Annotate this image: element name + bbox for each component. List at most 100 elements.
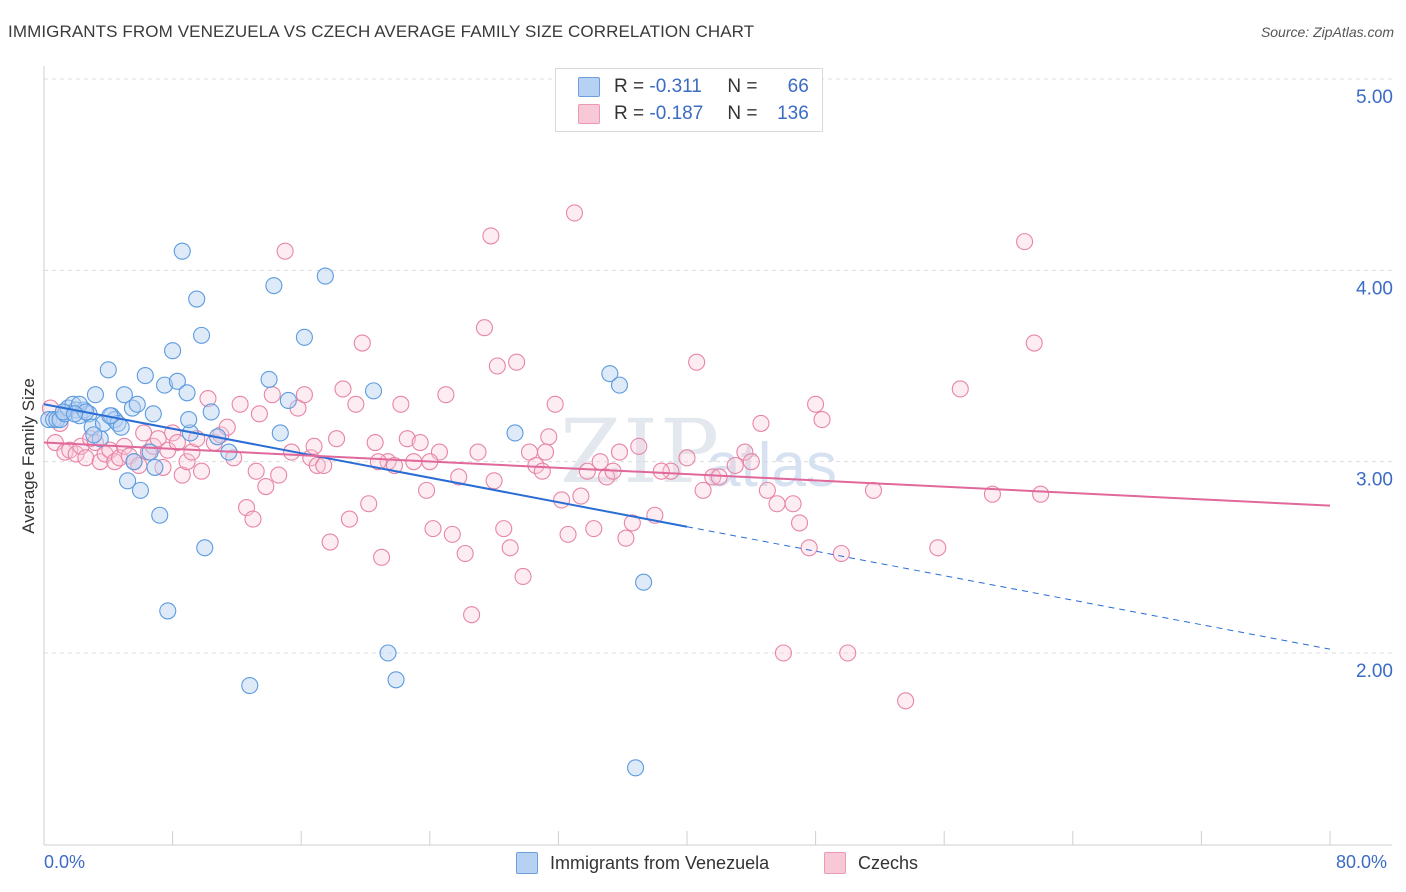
venezuela-point	[316, 267, 334, 285]
venezuela-point	[99, 361, 117, 379]
venezuela-point	[156, 376, 174, 394]
venezuela-point	[364, 382, 383, 400]
czech-point	[736, 443, 754, 461]
legend-label: Immigrants from Venezuela	[550, 852, 770, 873]
r-label: R =	[614, 76, 645, 97]
czech-point	[340, 510, 358, 528]
czech-point	[450, 468, 468, 486]
czech-point	[77, 449, 95, 467]
legend-label: Czechs	[858, 852, 919, 873]
x-tick-label-max: 80.0%	[1336, 852, 1388, 872]
czech-point	[572, 487, 590, 505]
czech-point	[688, 353, 706, 371]
venezuela-point	[196, 539, 214, 557]
czech-point	[662, 462, 680, 480]
czech-point	[347, 395, 365, 413]
czech-point	[508, 353, 526, 371]
legend-row-venezuela: R = -0.311 N = 66	[578, 75, 809, 99]
czech-point	[598, 468, 616, 486]
czech-point	[247, 462, 265, 480]
venezuela-point	[260, 370, 278, 388]
czech-point	[704, 468, 722, 486]
czech-point	[617, 529, 635, 547]
czech-point	[1016, 233, 1034, 251]
venezuela-point	[128, 395, 146, 413]
czech-point	[456, 544, 474, 563]
czech-point	[630, 437, 648, 455]
czech-point	[418, 481, 436, 499]
czech-point	[536, 443, 555, 461]
czech-point	[424, 520, 442, 538]
y-tick-label: 4.00	[1356, 278, 1393, 299]
czech-point	[784, 495, 802, 513]
legend-row-czechs: R = -0.187 N = 136	[578, 102, 809, 126]
czech-point	[392, 395, 410, 413]
czech-point	[135, 424, 153, 442]
czech-point	[501, 539, 519, 557]
venezuela-point	[180, 411, 198, 429]
czech-point	[321, 533, 339, 551]
czech-point	[1025, 334, 1043, 352]
czech-point	[553, 491, 571, 509]
czech-point	[790, 514, 809, 532]
czech-point	[1032, 485, 1050, 503]
czech-point	[295, 386, 313, 404]
czech-point	[475, 319, 494, 337]
czech-point	[231, 395, 249, 413]
venezuela-point	[295, 328, 313, 346]
legend-swatch-blue	[516, 852, 538, 874]
venezuela-point	[144, 405, 162, 423]
y-tick-labels: 2.00 3.00 4.00 5.00	[1356, 87, 1393, 682]
axes	[43, 66, 1392, 846]
czech-point	[178, 453, 196, 471]
venezuela-trend-extension	[686, 526, 1331, 650]
czech-point	[578, 462, 596, 480]
czech-trend-line	[43, 441, 1331, 507]
legend-item-czechs: Czechs	[824, 852, 918, 874]
czech-point	[411, 433, 429, 452]
n-label: N =	[727, 76, 758, 97]
n-label: N =	[727, 103, 758, 124]
chart-title: IMMIGRANTS FROM VENEZUELA VS CZECH AVERA…	[8, 22, 755, 41]
venezuela-point	[202, 403, 220, 421]
venezuela-point	[119, 472, 137, 490]
czech-point	[334, 380, 352, 398]
venezuela-point	[178, 384, 196, 402]
czech-point	[437, 386, 455, 404]
source-label: Source: ZipAtlas.com	[1260, 24, 1394, 40]
czech-point	[366, 433, 384, 452]
venezuela-point	[151, 506, 169, 524]
czech-point	[263, 386, 281, 404]
legend-swatch-blue	[578, 77, 600, 97]
venezuela-point	[159, 602, 177, 620]
czech-point	[758, 481, 776, 499]
y-tick-label: 3.00	[1356, 470, 1393, 491]
venezuela-point	[627, 759, 645, 777]
czech-point	[463, 606, 481, 624]
venezuela-point	[125, 453, 143, 471]
czech-point	[897, 692, 915, 710]
venezuela-point	[506, 424, 524, 442]
czech-point	[585, 520, 603, 538]
czech-point	[398, 430, 416, 448]
czech-point	[168, 433, 186, 452]
czech-point	[752, 414, 770, 432]
czech-point	[183, 443, 201, 461]
czech-point	[469, 443, 487, 461]
czech-point	[546, 395, 564, 413]
czech-point	[652, 462, 670, 480]
czech-point	[308, 456, 326, 475]
czech-point	[929, 539, 947, 557]
venezuela-point	[146, 458, 164, 476]
czech-point	[315, 456, 333, 475]
data-points	[40, 204, 1050, 777]
czech-point	[813, 411, 831, 429]
y-axis-label: Average Family Size	[19, 378, 38, 534]
czech-point	[742, 453, 760, 471]
legend-item-venezuela: Immigrants from Venezuela	[516, 852, 769, 874]
czech-point	[694, 481, 712, 499]
czech-point	[807, 395, 825, 413]
venezuela-point	[131, 481, 149, 499]
czech-point	[369, 453, 387, 471]
